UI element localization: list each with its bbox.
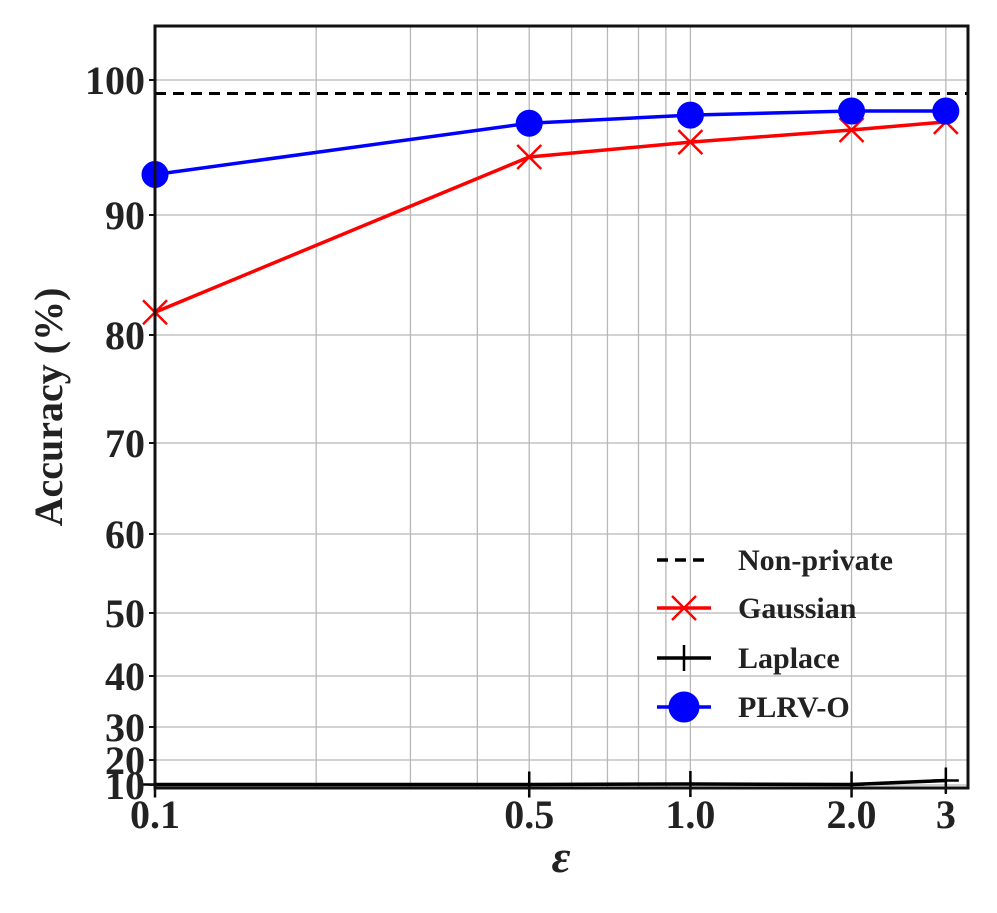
x-tick-label: 1.0 (665, 792, 715, 837)
plot-frame (153, 24, 970, 790)
y-tick-label: 30 (105, 705, 145, 750)
legend-entry-laplace: Laplace (657, 642, 840, 675)
y-axis-label: Accuracy (%) (26, 288, 71, 527)
laplace-line (155, 778, 946, 787)
x-axis-label: ε (552, 831, 571, 882)
gaussian-marker (516, 144, 543, 170)
legend-marker (668, 691, 700, 723)
plrv-o-marker (932, 97, 960, 125)
legend-label: Non-private (738, 544, 893, 577)
plrv-o-marker (838, 97, 866, 125)
x-tick-label: 3 (936, 792, 956, 837)
legend-entry-plrv-o: PLRV-O (657, 691, 850, 724)
x-axis-ticks: 0.1 0.5 1.0 2.0 3 (130, 788, 956, 837)
legend-label: Gaussian (738, 592, 857, 625)
series-markers (141, 97, 960, 798)
x-tick-label: 0.1 (130, 792, 180, 837)
y-tick-label: 10 (105, 763, 145, 808)
plrv-o-marker (676, 101, 704, 129)
y-tick-label: 40 (105, 654, 145, 699)
legend-entry-non-private: Non-private (657, 544, 893, 577)
y-tick-label: 60 (105, 512, 145, 557)
x-tick-label: 0.5 (504, 792, 554, 837)
legend: Non-private Gaussian Laplace PLRV-O (657, 544, 893, 724)
y-tick-label: 100 (85, 58, 145, 103)
gaussian-line (154, 120, 946, 314)
x-tick-label: 2.0 (827, 792, 877, 837)
gaussian-marker (677, 129, 704, 155)
legend-label: PLRV-O (738, 691, 850, 724)
plrv-o-marker (515, 109, 543, 137)
plrv-o-line (154, 109, 946, 177)
y-tick-label: 70 (105, 421, 145, 466)
gaussian-marker (838, 117, 865, 143)
legend-entry-gaussian: Gaussian (657, 592, 857, 625)
y-tick-label: 20 (105, 738, 145, 783)
grid-lines (155, 26, 968, 788)
legend-marker (671, 595, 697, 621)
series-lines (154, 92, 968, 787)
y-tick-label: 50 (105, 591, 145, 636)
y-tick-label: 90 (105, 193, 145, 238)
y-tick-label: 80 (105, 313, 145, 358)
legend-label: Laplace (738, 642, 840, 675)
legend-marker (671, 645, 697, 671)
